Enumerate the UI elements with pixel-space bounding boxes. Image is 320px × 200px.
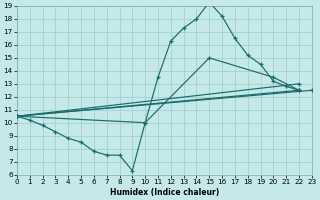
X-axis label: Humidex (Indice chaleur): Humidex (Indice chaleur) xyxy=(110,188,219,197)
